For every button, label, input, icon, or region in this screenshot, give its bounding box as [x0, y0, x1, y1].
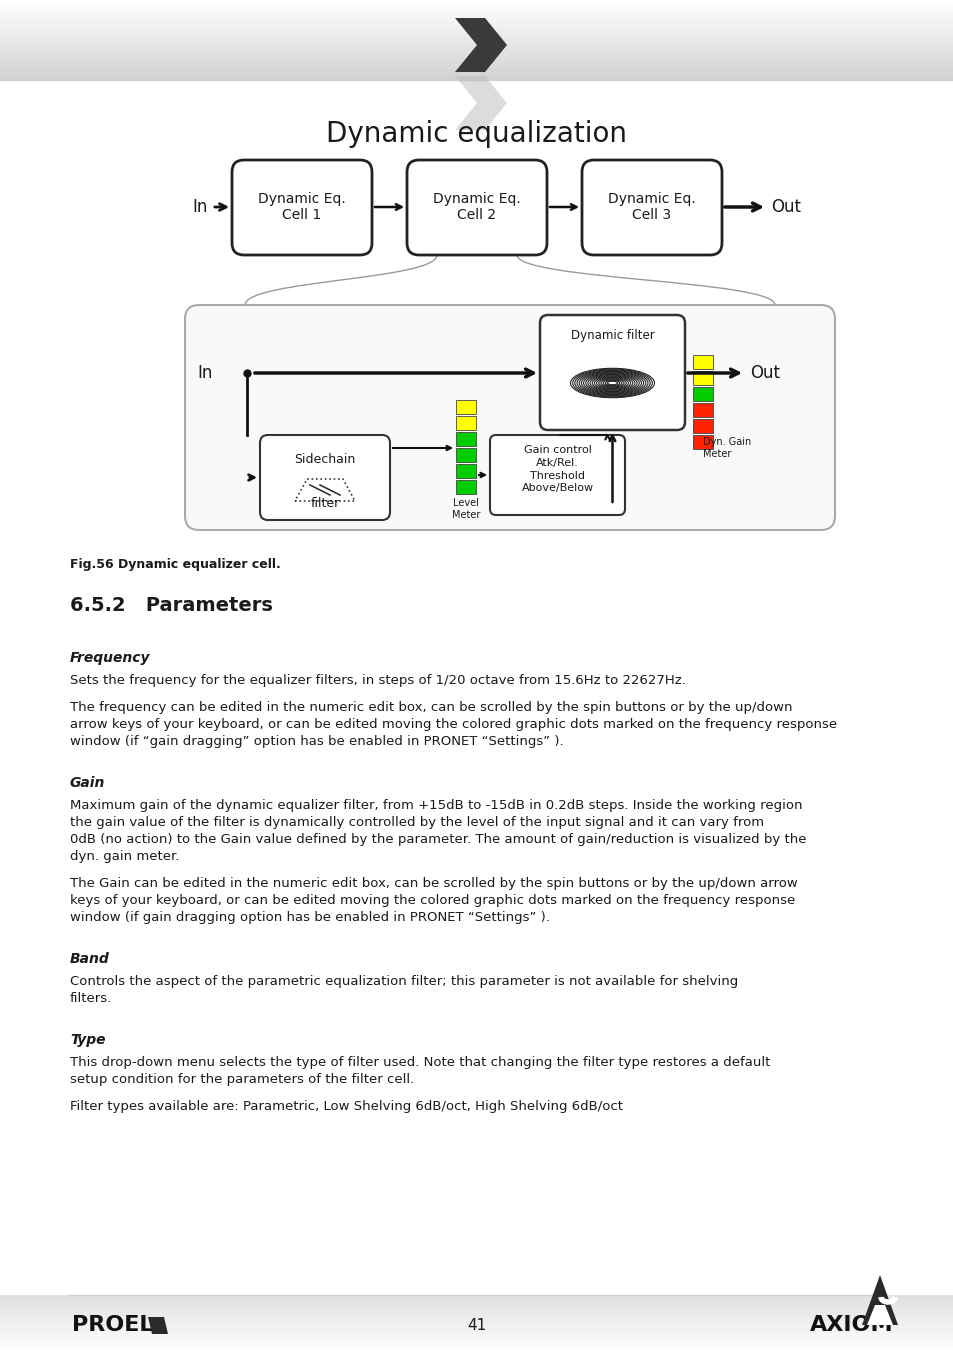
FancyBboxPatch shape	[232, 161, 372, 255]
Bar	[692, 387, 712, 401]
Polygon shape	[148, 1318, 168, 1334]
Text: Dynamic equalization: Dynamic equalization	[326, 120, 627, 148]
FancyBboxPatch shape	[407, 161, 546, 255]
Text: 6.5.2   Parameters: 6.5.2 Parameters	[70, 595, 273, 616]
FancyBboxPatch shape	[260, 435, 390, 520]
Bar	[692, 355, 712, 369]
Text: Fig.56 Dynamic equalizer cell.: Fig.56 Dynamic equalizer cell.	[70, 558, 280, 571]
Text: the gain value of the filter is dynamically controlled by the level of the input: the gain value of the filter is dynamica…	[70, 815, 763, 829]
FancyBboxPatch shape	[539, 315, 684, 431]
Bar	[692, 404, 712, 417]
Text: The Gain can be edited in the numeric edit box, can be scrolled by the spin butt: The Gain can be edited in the numeric ed…	[70, 878, 797, 890]
Text: Dynamic filter: Dynamic filter	[570, 329, 654, 342]
Polygon shape	[455, 76, 506, 130]
Bar	[456, 481, 476, 494]
Bar	[0, 0, 953, 80]
FancyBboxPatch shape	[490, 435, 624, 514]
Text: Maximum gain of the dynamic equalizer filter, from +15dB to -15dB in 0.2dB steps: Maximum gain of the dynamic equalizer fi…	[70, 799, 801, 811]
Text: keys of your keyboard, or can be edited moving the colored graphic dots marked o: keys of your keyboard, or can be edited …	[70, 894, 795, 907]
Bar	[456, 464, 476, 478]
Bar	[456, 416, 476, 431]
Text: Out: Out	[770, 198, 801, 216]
Text: 0dB (no action) to the Gain value defined by the parameter. The amount of gain/r: 0dB (no action) to the Gain value define…	[70, 833, 805, 846]
Text: The frequency can be edited in the numeric edit box, can be scrolled by the spin: The frequency can be edited in the numer…	[70, 701, 792, 714]
Text: Level
Meter: Level Meter	[452, 498, 479, 520]
Text: Dynamic Eq.
Cell 3: Dynamic Eq. Cell 3	[607, 192, 695, 223]
Text: Controls the aspect of the parametric equalization filter; this parameter is not: Controls the aspect of the parametric eq…	[70, 975, 738, 988]
Text: In: In	[192, 198, 207, 216]
Text: window (if “gain dragging” option has be enabled in PRONET “Settings” ).: window (if “gain dragging” option has be…	[70, 734, 563, 748]
Bar	[692, 371, 712, 385]
Bar	[456, 432, 476, 446]
Text: window (if gain dragging option has be enabled in PRONET “Settings” ).: window (if gain dragging option has be e…	[70, 911, 549, 923]
Polygon shape	[866, 1305, 892, 1324]
Bar	[456, 448, 476, 462]
FancyBboxPatch shape	[581, 161, 721, 255]
Text: In: In	[196, 364, 213, 382]
Text: arrow keys of your keyboard, or can be edited moving the colored graphic dots ma: arrow keys of your keyboard, or can be e…	[70, 718, 836, 730]
Text: Band: Band	[70, 952, 110, 967]
Text: AXIOM: AXIOM	[809, 1315, 893, 1335]
Text: Out: Out	[749, 364, 780, 382]
Text: filter: filter	[310, 497, 339, 510]
Text: Frequency: Frequency	[70, 651, 151, 666]
Bar	[692, 418, 712, 433]
Polygon shape	[862, 1274, 897, 1324]
Bar	[456, 400, 476, 414]
Text: Dynamic Eq.
Cell 1: Dynamic Eq. Cell 1	[258, 192, 346, 223]
Text: Sidechain: Sidechain	[294, 454, 355, 466]
Text: PROEL: PROEL	[71, 1315, 153, 1335]
Text: setup condition for the parameters of the filter cell.: setup condition for the parameters of th…	[70, 1073, 414, 1085]
Text: Gain: Gain	[70, 776, 105, 790]
Text: filters.: filters.	[70, 992, 112, 1004]
Text: Dynamic Eq.
Cell 2: Dynamic Eq. Cell 2	[433, 192, 520, 223]
Text: dyn. gain meter.: dyn. gain meter.	[70, 850, 179, 863]
Text: Sets the frequency for the equalizer filters, in steps of 1/20 octave from 15.6H: Sets the frequency for the equalizer fil…	[70, 674, 685, 687]
Text: This drop-down menu selects the type of filter used. Note that changing the filt: This drop-down menu selects the type of …	[70, 1056, 770, 1069]
FancyBboxPatch shape	[185, 305, 834, 531]
Polygon shape	[455, 18, 506, 72]
Text: Dyn. Gain
Meter: Dyn. Gain Meter	[702, 437, 750, 459]
Text: Filter types available are: Parametric, Low Shelving 6dB/oct, High Shelving 6dB/: Filter types available are: Parametric, …	[70, 1100, 622, 1112]
Text: 41: 41	[467, 1318, 486, 1332]
Text: Gain control
Atk/Rel.
Threshold
Above/Below: Gain control Atk/Rel. Threshold Above/Be…	[521, 446, 593, 493]
Bar	[692, 435, 712, 450]
Text: Type: Type	[70, 1033, 106, 1048]
